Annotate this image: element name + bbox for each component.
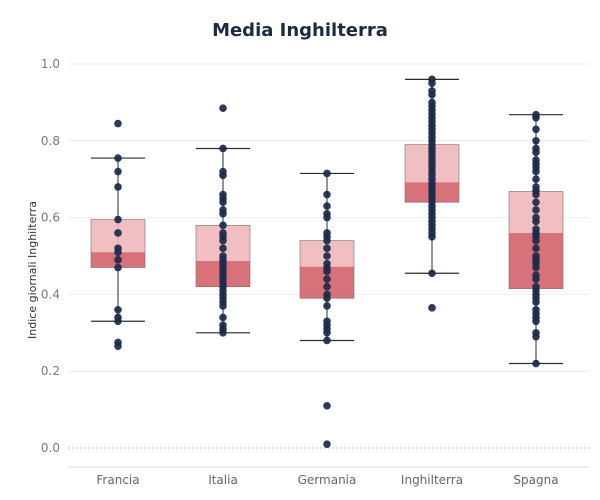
data-point — [532, 167, 540, 176]
data-point — [114, 154, 122, 162]
data-point — [114, 119, 122, 128]
data-point — [219, 104, 227, 112]
data-point — [219, 144, 227, 153]
data-point — [428, 79, 436, 87]
x-category-label: Spagna — [513, 473, 558, 487]
data-point — [428, 304, 436, 312]
data-point — [114, 317, 122, 326]
data-point — [219, 221, 227, 230]
point-layer — [114, 75, 540, 448]
x-category-label: Inghilterra — [401, 473, 463, 487]
data-point — [532, 244, 540, 253]
x-category-label: Italia — [208, 473, 238, 487]
data-point — [323, 282, 331, 291]
data-point — [114, 229, 122, 237]
y-tick-label: 1.0 — [41, 57, 60, 71]
label-layer: 0.0 0.2 0.4 0.6 0.8 1.0 Francia Italia Germania I… — [41, 57, 559, 487]
data-point — [323, 267, 331, 276]
data-point — [323, 169, 331, 178]
y-tick-label: 0.4 — [41, 287, 60, 301]
data-point — [532, 148, 540, 157]
data-point — [114, 248, 122, 256]
data-point — [219, 171, 227, 180]
data-point — [428, 269, 436, 278]
data-point — [532, 113, 540, 122]
data-point — [114, 263, 122, 272]
data-point — [532, 190, 540, 199]
data-point — [114, 342, 122, 351]
data-point — [532, 198, 540, 207]
data-point — [532, 125, 540, 134]
data-point — [219, 198, 227, 207]
data-point — [219, 313, 227, 322]
data-point — [323, 329, 331, 337]
data-point — [323, 294, 331, 303]
data-point — [219, 209, 227, 218]
data-point — [532, 332, 540, 341]
data-point — [532, 137, 540, 145]
data-point — [323, 275, 331, 283]
data-point — [532, 217, 540, 226]
data-point — [323, 236, 331, 245]
x-category-label: Francia — [96, 473, 139, 487]
data-point — [219, 302, 227, 310]
data-point — [532, 175, 540, 183]
data-point — [532, 263, 540, 272]
data-point — [532, 206, 540, 214]
data-point — [532, 275, 540, 283]
y-tick-label: 0.6 — [41, 211, 60, 225]
data-point — [428, 90, 436, 99]
data-point — [532, 359, 540, 368]
chart-title: Media Inghilterra — [212, 20, 388, 41]
y-tick-label: 0.0 — [41, 441, 60, 455]
data-point — [114, 215, 122, 224]
data-point — [114, 256, 122, 264]
y-axis-title: Indice giornali Inghilterra — [26, 201, 39, 339]
data-point — [428, 233, 436, 241]
data-point — [114, 305, 122, 314]
data-point — [323, 440, 331, 448]
data-point — [114, 167, 122, 176]
data-point — [114, 183, 122, 191]
data-point — [532, 298, 540, 306]
data-point — [323, 202, 331, 210]
data-point — [219, 236, 227, 245]
data-point — [323, 401, 331, 410]
data-point — [323, 213, 331, 222]
y-tick-label: 0.2 — [41, 364, 60, 378]
data-point — [323, 302, 331, 310]
data-point — [219, 329, 227, 337]
data-point — [323, 336, 331, 345]
data-point — [219, 244, 227, 253]
x-category-label: Germania — [298, 473, 357, 487]
data-point — [323, 244, 331, 253]
data-point — [532, 236, 540, 245]
y-tick-label: 0.8 — [41, 134, 60, 148]
data-point — [323, 252, 331, 260]
data-point — [532, 317, 540, 326]
data-point — [323, 190, 331, 199]
